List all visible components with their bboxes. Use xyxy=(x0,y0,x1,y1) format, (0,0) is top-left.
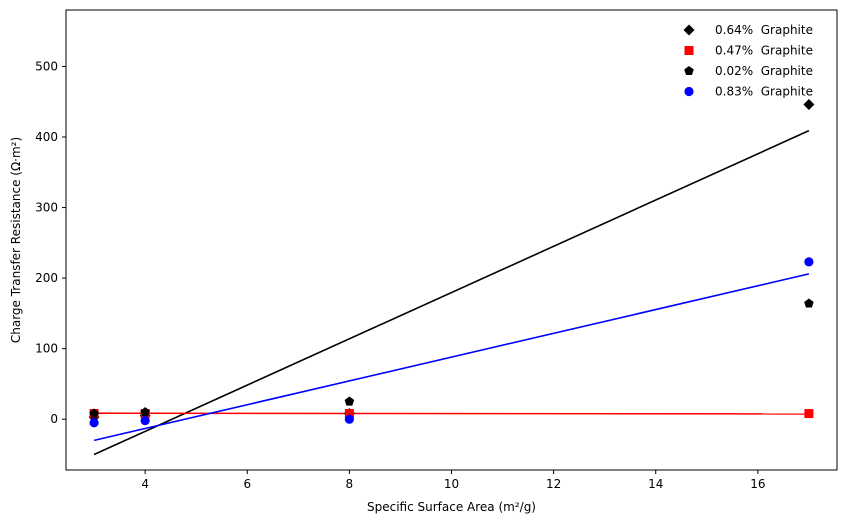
data-point xyxy=(140,407,150,417)
x-tick-label: 12 xyxy=(546,477,561,491)
y-tick-label: 300 xyxy=(35,201,58,215)
legend-marker xyxy=(684,46,694,55)
data-point xyxy=(344,396,355,406)
legend-label: 0.64% Graphite xyxy=(715,23,813,37)
y-tick-label: 500 xyxy=(35,59,58,73)
y-tick-label: 200 xyxy=(35,271,58,285)
x-tick-label: 8 xyxy=(346,477,354,491)
data-point xyxy=(89,418,99,428)
y-axis-ticks: 0 100 200 300 400 500 xyxy=(35,59,66,426)
x-axis-ticks: 4 6 8 10 12 14 16 xyxy=(141,470,765,491)
fit-lines xyxy=(93,129,810,456)
fit-line xyxy=(93,273,810,442)
fit-line xyxy=(93,129,810,456)
data-point xyxy=(803,99,815,111)
x-tick-label: 14 xyxy=(648,477,663,491)
legend: 0.64% Graphite 0.47% Graphite 0.02% Graphi… xyxy=(683,23,813,99)
data-points xyxy=(88,99,815,428)
data-point xyxy=(344,409,354,419)
fit-line xyxy=(94,412,809,415)
legend-label: 0.47% Graphite xyxy=(715,44,813,58)
y-tick-label: 100 xyxy=(35,342,58,356)
data-point xyxy=(344,414,354,424)
legend-label: 0.83% Graphite xyxy=(715,85,813,99)
plot-frame xyxy=(65,9,838,471)
y-axis-label: Charge Transfer Resistance (Ω·m²) xyxy=(9,137,23,343)
data-point xyxy=(804,409,814,419)
x-axis-label: Specific Surface Area (m²/g) xyxy=(367,500,536,514)
y-tick-label: 0 xyxy=(50,412,58,426)
legend-marker xyxy=(684,66,694,76)
x-tick-label: 4 xyxy=(141,477,149,491)
legend-marker xyxy=(684,86,694,97)
data-point xyxy=(140,416,150,426)
y-tick-label: 400 xyxy=(35,130,58,144)
x-tick-label: 16 xyxy=(750,477,765,491)
data-point xyxy=(804,257,814,267)
x-tick-label: 6 xyxy=(243,477,251,491)
data-point xyxy=(89,408,99,418)
legend-label: 0.02% Graphite xyxy=(715,64,813,78)
x-tick-label: 10 xyxy=(444,477,459,491)
legend-marker xyxy=(683,24,695,36)
data-point xyxy=(804,298,814,308)
